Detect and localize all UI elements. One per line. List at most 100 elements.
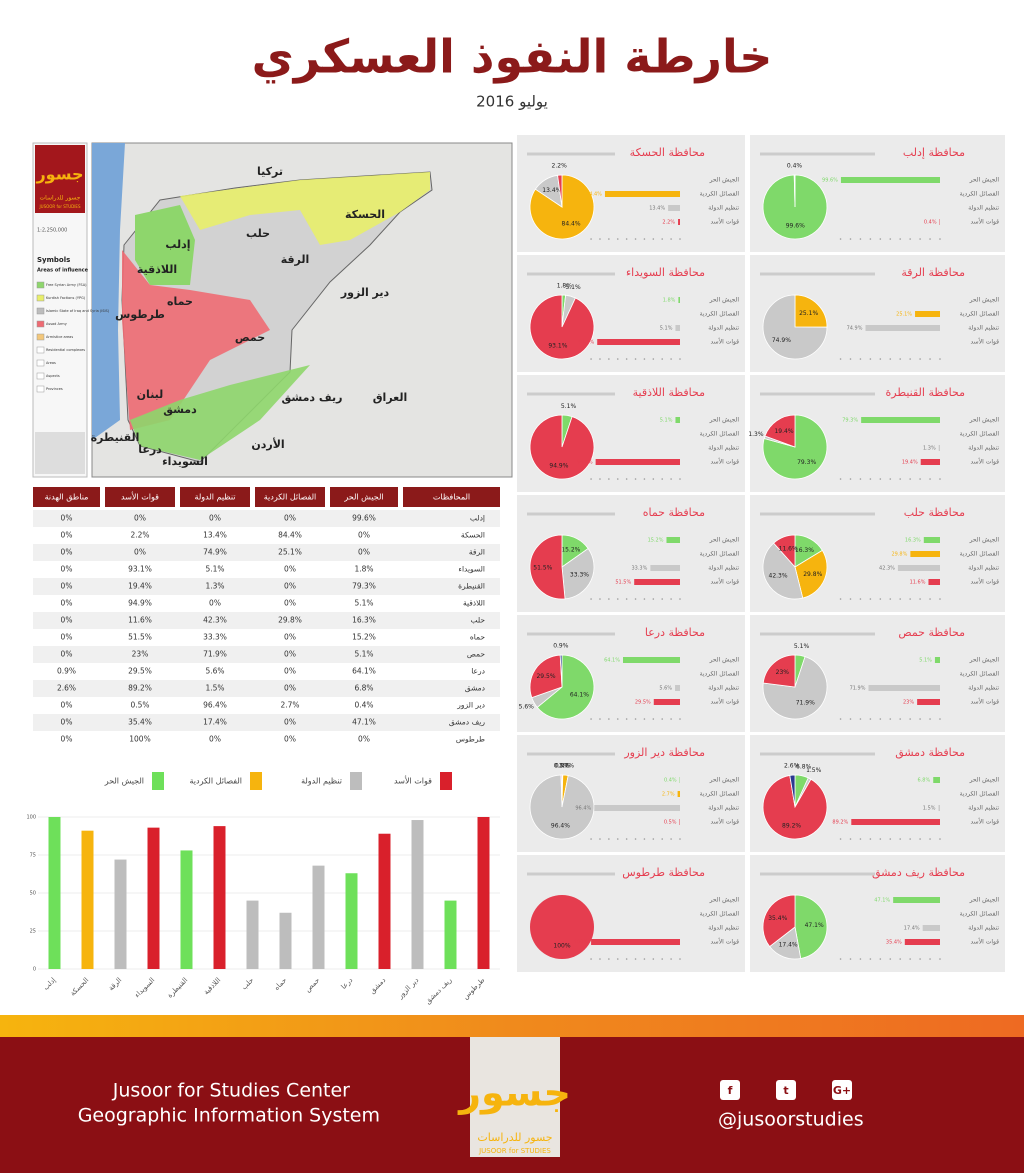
table-header: تنظيم الدولة (195, 493, 236, 502)
table-row (33, 663, 500, 680)
table-row (33, 697, 500, 714)
panel-bar (840, 177, 940, 183)
table-row (33, 595, 500, 612)
panel-axis-dot (849, 598, 852, 600)
table-cell: حمص (467, 650, 486, 659)
panel-axis-dot (919, 478, 921, 480)
panel-title: محافظة حماه (643, 506, 705, 519)
panel-axis-dot (929, 478, 931, 480)
panel-bar-label: 35.4% (886, 940, 902, 946)
panel-group: الجيش الحر (709, 657, 740, 664)
pie-slice (529, 534, 566, 600)
panel-axis-dot (652, 358, 655, 360)
panel-bar-label: 16.3% (905, 538, 921, 544)
panel-bar-label: 29.5% (635, 700, 651, 706)
panel-axis-dot (929, 718, 931, 720)
panel-axis-dot (643, 838, 646, 840)
panel-group: قوات الأسد (971, 338, 1000, 346)
panel-axis-dot (670, 958, 672, 960)
panel-axis-dot (616, 238, 619, 240)
map-place: درعا (138, 443, 162, 456)
legend-label: قوات الأسد (394, 776, 432, 786)
table-cell: 96.4% (203, 701, 227, 710)
panel-bar (678, 297, 680, 303)
table-cell: 1.5% (205, 684, 224, 693)
table-cell: 0% (61, 514, 73, 523)
map-place: دمشق (163, 403, 197, 416)
panel-axis-dot (939, 718, 941, 720)
panel-axis-dot (599, 358, 601, 360)
footer-logo-ar: جسور للدراسات (477, 1131, 552, 1144)
panel-axis-dot (839, 958, 842, 960)
panel-title: محافظة اللاذقية (633, 386, 705, 399)
table-cell: 6.8% (354, 684, 373, 693)
y-tick-label: 75 (30, 853, 36, 859)
panel-bar (933, 777, 940, 783)
panel-group: قوات الأسد (971, 218, 1000, 226)
panel-axis-dot (661, 478, 664, 480)
table-cell: 5.1% (354, 650, 373, 659)
table-cell: 93.1% (128, 565, 152, 574)
pie-label: 1.3% (748, 431, 764, 438)
panel-group: قوات الأسد (711, 578, 740, 586)
panel-axis-dot (590, 358, 592, 360)
panel-axis-dot (929, 358, 931, 360)
panel-axis-dot (939, 478, 941, 480)
panel-axis-dot (590, 958, 592, 960)
panel-bar (653, 699, 680, 705)
sea (92, 143, 125, 440)
y-tick-label: 0 (33, 967, 36, 973)
table-cell: 0% (61, 718, 73, 727)
table-cell: 16.3% (352, 616, 376, 625)
x-tick-label: إدلب (42, 976, 58, 992)
panel-axis-dot (939, 238, 941, 240)
panel-bar (650, 565, 680, 571)
panel-axis-dot (670, 358, 672, 360)
panel-axis-dot (643, 238, 646, 240)
panel-group: قوات الأسد (711, 818, 740, 826)
table-cell: 15.2% (352, 633, 376, 642)
panel-title: محافظة طرطوس (622, 866, 705, 879)
panel-bar (928, 579, 940, 585)
pie-label: 23% (776, 669, 790, 676)
legend-label: Areas (46, 361, 56, 365)
table-cell: السويداء (458, 565, 485, 574)
panel-group: الفصائل الكردية (700, 311, 740, 318)
panel-bar-label: 2.7% (662, 792, 675, 798)
table-header-cell (180, 487, 250, 507)
panel-axis-dot (869, 958, 872, 960)
panel-group: الجيش الحر (709, 417, 740, 424)
legend-label: Residential complexes (46, 348, 85, 352)
x-tick-label: دير الزور (396, 976, 421, 1001)
map-scale: 1:2,250,000 (37, 228, 67, 234)
pie-label: 96.4% (551, 823, 570, 830)
legend-swatch (36, 359, 45, 367)
panel-bar-label: 5.6% (659, 686, 672, 692)
x-tick-label: القنيطرة (166, 976, 189, 999)
legend-swatch (36, 294, 45, 302)
panel-bar-label: 29.8% (891, 552, 907, 558)
table-cell: 74.9% (203, 548, 227, 557)
map-place: تركيا (257, 165, 283, 178)
panel-group: الفصائل الكردية (700, 191, 740, 198)
y-tick-label: 50 (30, 891, 36, 897)
panel-axis-dot (859, 238, 862, 240)
pie-label: 1.8% (557, 283, 573, 290)
bar (48, 817, 61, 969)
pie-label: 29.8% (803, 571, 822, 578)
panel-axis-dot (869, 238, 872, 240)
table-cell: 5.1% (205, 565, 224, 574)
panel-bar-label: 19.4% (902, 460, 918, 466)
panel-axis-dot (869, 478, 872, 480)
pie-label: 17.4% (779, 941, 798, 948)
panel-axis-dot (590, 238, 592, 240)
panel-bar (923, 537, 940, 543)
panel-bar-label: 84.4% (586, 192, 602, 198)
panel-bar (678, 219, 680, 225)
table-cell: 0% (284, 599, 296, 608)
table-row (33, 646, 500, 663)
x-tick-label: الرقة (107, 976, 123, 992)
panel-group: الفصائل الكردية (960, 671, 1000, 678)
panel-bar (938, 445, 940, 451)
panel-axis-dot (634, 238, 637, 240)
